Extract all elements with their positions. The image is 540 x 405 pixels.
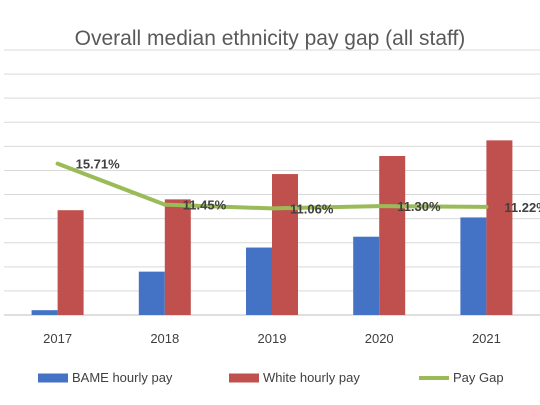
x-axis: 2017 2018 2019 2020 2021	[43, 331, 501, 346]
legend: BAME hourly pay White hourly pay Pay Gap	[38, 370, 504, 385]
bar-bame-2020	[353, 236, 380, 315]
pay-gap-label-2017: 15.71%	[76, 157, 121, 172]
bar-white-2021	[486, 140, 513, 315]
legend-label-white: White hourly pay	[263, 370, 360, 385]
legend-swatch-pay-gap	[419, 376, 449, 380]
x-tick-label-2018: 2018	[150, 331, 179, 346]
bar-bame-2019	[246, 247, 272, 315]
x-tick-label-2021: 2021	[472, 331, 501, 346]
bars	[31, 140, 513, 315]
bar-white-2018	[164, 199, 191, 315]
x-tick-label-2020: 2020	[365, 331, 394, 346]
legend-label-bame: BAME hourly pay	[72, 370, 173, 385]
pay-gap-line-group	[55, 161, 489, 211]
bar-white-2017	[57, 210, 84, 315]
pay-gap-label-2018: 11.45%	[183, 198, 227, 213]
bar-bame-2018	[138, 271, 165, 315]
legend-swatch-bame	[38, 373, 68, 383]
bar-white-2019	[272, 174, 298, 315]
pay-gap-line	[55, 161, 489, 211]
bar-bame-2017	[31, 310, 58, 315]
bar-bame-2021	[460, 217, 487, 315]
data-labels: 15.71% 11.45% 11.06% 11.30% 11.22%	[76, 157, 540, 217]
x-tick-label-2017: 2017	[43, 331, 72, 346]
legend-label-pay-gap: Pay Gap	[453, 370, 504, 385]
chart-title: Overall median ethnicity pay gap (all st…	[75, 27, 466, 50]
legend-swatch-white	[229, 373, 259, 383]
pay-gap-label-2019: 11.06%	[290, 201, 334, 216]
pay-gap-label-2021: 11.22%	[504, 200, 540, 215]
bar-white-2020	[379, 156, 406, 315]
x-tick-label-2019: 2019	[258, 331, 287, 346]
pay-gap-label-2020: 11.30%	[397, 199, 441, 214]
